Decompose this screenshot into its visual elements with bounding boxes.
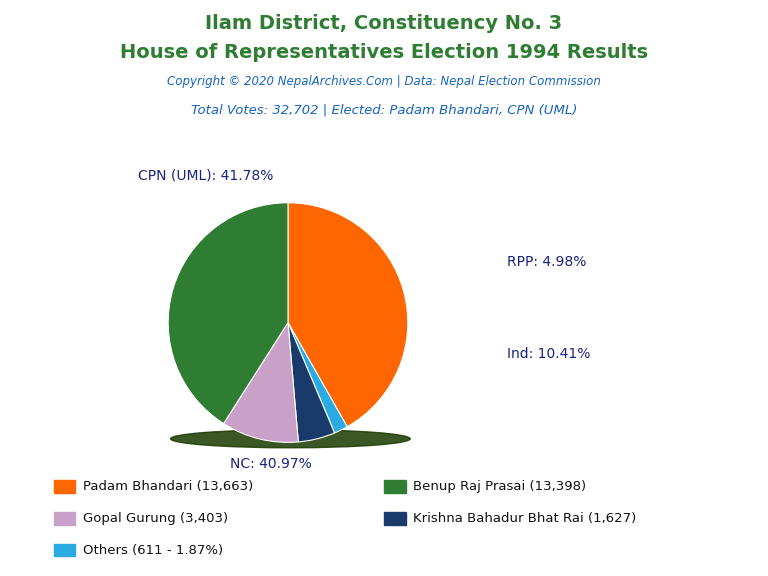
Text: Ind: 10.41%: Ind: 10.41% [507,347,591,361]
Wedge shape [288,323,335,442]
Text: House of Representatives Election 1994 Results: House of Representatives Election 1994 R… [120,43,648,62]
Text: Copyright © 2020 NepalArchives.Com | Data: Nepal Election Commission: Copyright © 2020 NepalArchives.Com | Dat… [167,75,601,88]
Text: Others (611 - 1.87%): Others (611 - 1.87%) [83,544,223,556]
Text: Gopal Gurung (3,403): Gopal Gurung (3,403) [83,512,228,525]
Text: Padam Bhandari (13,663): Padam Bhandari (13,663) [83,480,253,493]
Wedge shape [223,323,298,442]
Text: RPP: 4.98%: RPP: 4.98% [507,255,586,269]
Wedge shape [288,203,408,427]
Wedge shape [168,203,288,423]
Ellipse shape [170,430,410,448]
Text: Benup Raj Prasai (13,398): Benup Raj Prasai (13,398) [413,480,586,493]
Wedge shape [288,323,347,433]
Text: CPN (UML): 41.78%: CPN (UML): 41.78% [138,169,273,183]
Text: Krishna Bahadur Bhat Rai (1,627): Krishna Bahadur Bhat Rai (1,627) [413,512,637,525]
Text: NC: 40.97%: NC: 40.97% [230,457,312,471]
Text: Ilam District, Constituency No. 3: Ilam District, Constituency No. 3 [205,14,563,33]
Text: Total Votes: 32,702 | Elected: Padam Bhandari, CPN (UML): Total Votes: 32,702 | Elected: Padam Bha… [190,104,578,117]
